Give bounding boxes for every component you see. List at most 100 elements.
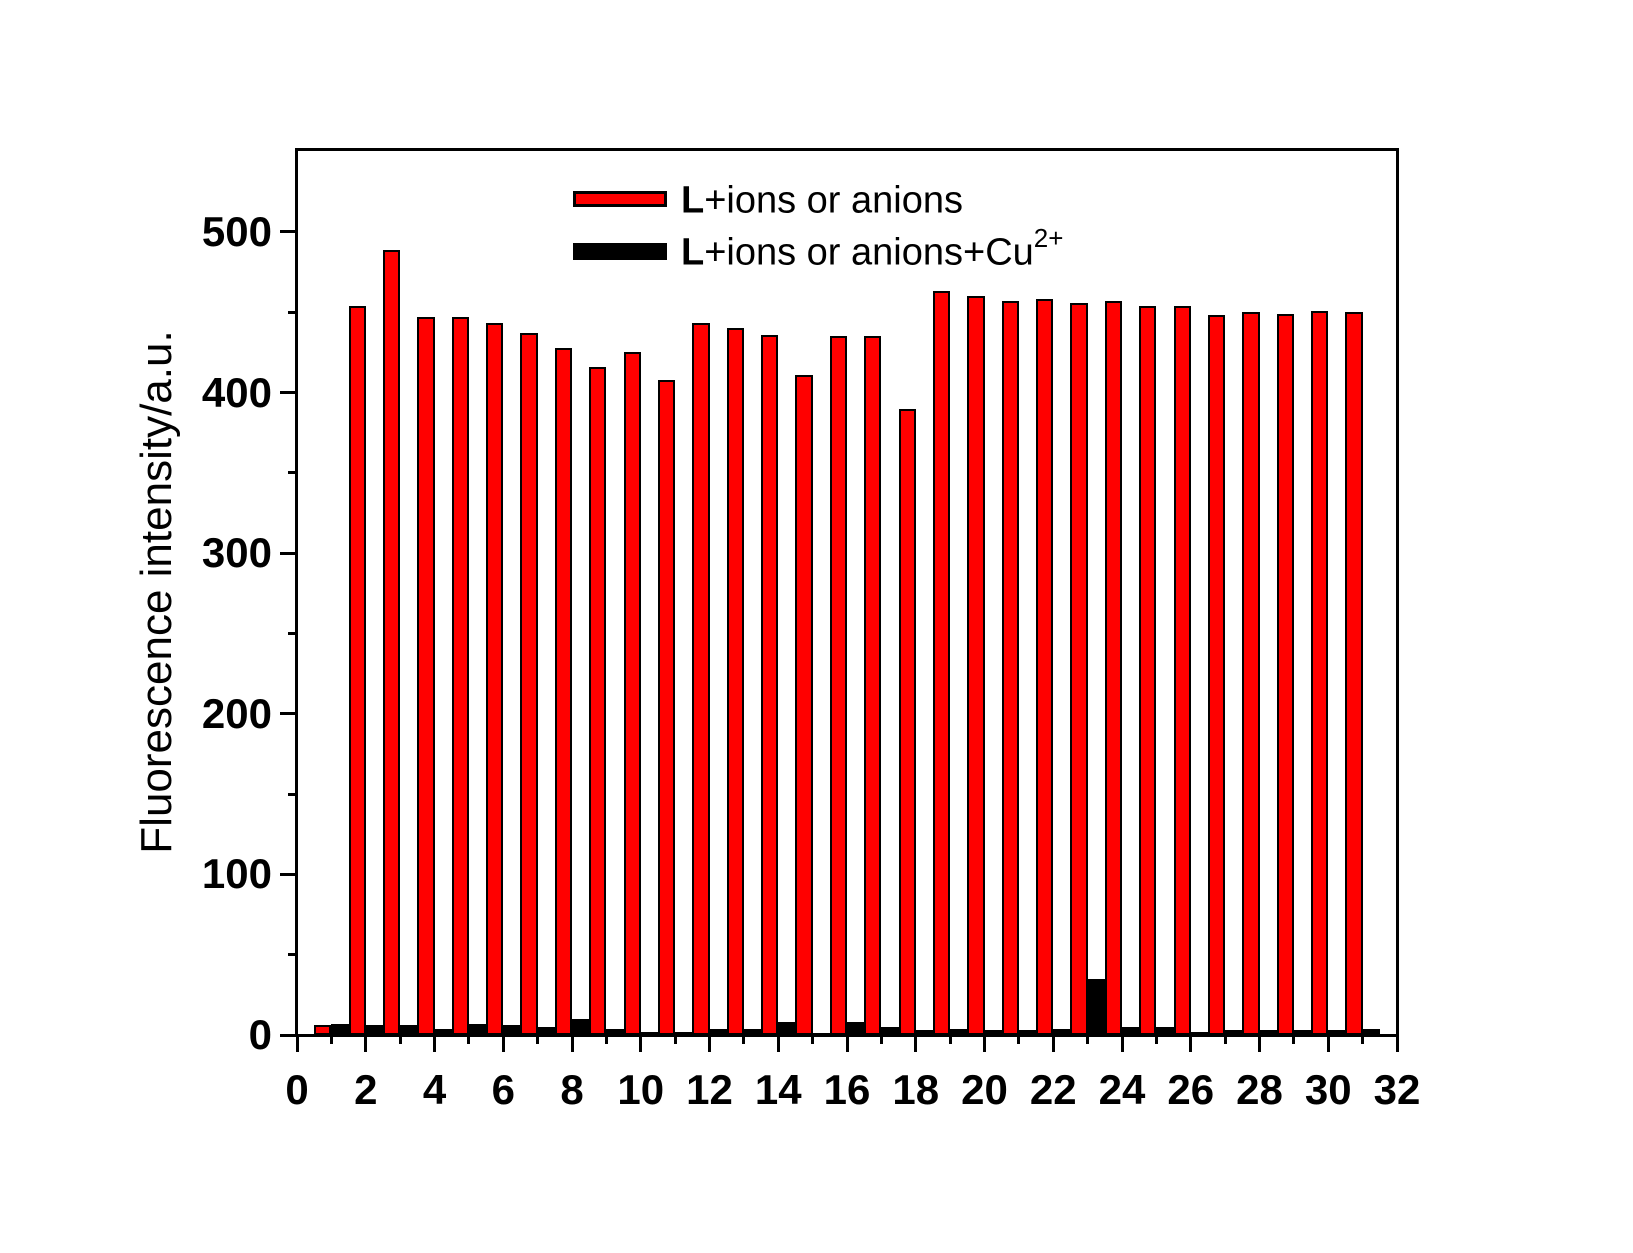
x-tick-10	[639, 1035, 643, 1052]
red-bar-12	[692, 323, 710, 1035]
legend-label-black: L+ions or anions+Cu2+	[681, 223, 1064, 274]
y-tick-100	[280, 872, 297, 876]
x-minor-tick-15	[811, 1035, 815, 1044]
legend-label-red: L+ions or anions	[681, 179, 964, 222]
black-bar-12	[709, 1028, 727, 1035]
y-tick-label-100: 100	[201, 850, 272, 898]
black-bar-6	[503, 1025, 521, 1035]
red-bar-2	[348, 305, 366, 1035]
black-bar-13	[743, 1028, 762, 1035]
black-bar-31	[1362, 1028, 1380, 1035]
y-tick-label-300: 300	[201, 529, 272, 577]
x-tick-32	[1395, 1035, 1399, 1052]
red-bar-27	[1207, 315, 1226, 1035]
x-tick-label-4: 4	[422, 1066, 447, 1113]
x-tick-label-12: 12	[686, 1066, 733, 1113]
black-bar-10	[640, 1031, 658, 1035]
legend: L+ions or anions L+ions or anions+Cu2+	[573, 173, 1063, 277]
black-bar-1	[331, 1023, 349, 1035]
red-bar-30	[1311, 310, 1329, 1035]
x-tick-16	[845, 1035, 849, 1052]
black-bar-7	[537, 1026, 555, 1035]
x-tick-label-32: 32	[1373, 1066, 1421, 1113]
x-minor-tick-23	[1086, 1035, 1090, 1044]
black-bar-2	[365, 1025, 383, 1035]
x-tick-label-0: 0	[285, 1066, 309, 1113]
y-tick-200	[280, 712, 297, 716]
y-tick-300	[280, 551, 297, 555]
black-bar-22	[1053, 1028, 1071, 1035]
black-bar-15	[812, 1033, 830, 1036]
x-minor-tick-3	[398, 1035, 402, 1044]
x-tick-label-6: 6	[491, 1066, 515, 1113]
black-bar-3	[400, 1025, 418, 1035]
x-tick-28	[1258, 1035, 1261, 1052]
x-minor-tick-29	[1292, 1035, 1296, 1044]
black-bar-19	[950, 1028, 968, 1035]
red-bar-29	[1276, 313, 1294, 1035]
x-minor-tick-19	[948, 1035, 952, 1044]
x-tick-label-22: 22	[1029, 1066, 1077, 1113]
red-bar-19	[932, 291, 951, 1035]
x-minor-tick-17	[879, 1035, 883, 1044]
x-minor-tick-21	[1017, 1035, 1021, 1044]
black-bar-29	[1293, 1030, 1312, 1035]
y-tick-400	[280, 391, 297, 395]
y-minor-tick-250	[288, 631, 297, 635]
y-tick-label-200: 200	[201, 689, 272, 737]
x-tick-2	[364, 1035, 368, 1052]
x-tick-26	[1189, 1035, 1193, 1052]
x-minor-tick-1	[329, 1035, 333, 1044]
x-tick-label-18: 18	[892, 1066, 940, 1113]
red-bar-15	[795, 374, 813, 1035]
black-bar-5	[468, 1023, 487, 1035]
x-tick-0	[295, 1035, 299, 1052]
x-tick-20	[983, 1035, 986, 1052]
x-tick-30	[1326, 1035, 1330, 1052]
x-tick-label-24: 24	[1098, 1066, 1146, 1113]
x-tick-label-10: 10	[617, 1066, 665, 1113]
y-minor-tick-150	[288, 792, 297, 796]
y-minor-tick-50	[288, 953, 297, 957]
x-minor-tick-9	[604, 1035, 608, 1044]
black-bar-28	[1259, 1030, 1277, 1035]
x-minor-tick-7	[536, 1035, 540, 1044]
legend-item-black: L+ions or anions+Cu2+	[573, 223, 1064, 277]
red-bar-14	[761, 334, 779, 1035]
x-tick-6	[501, 1035, 505, 1052]
y-tick-label-500: 500	[201, 207, 272, 255]
x-tick-label-28: 28	[1236, 1066, 1283, 1113]
black-bar-23	[1087, 978, 1105, 1035]
red-bar-18	[898, 408, 916, 1035]
x-tick-label-2: 2	[354, 1066, 378, 1113]
red-bar-31	[1345, 312, 1363, 1035]
x-tick-18	[914, 1035, 918, 1052]
red-bar-10	[623, 352, 641, 1035]
black-bar-26	[1190, 1031, 1208, 1035]
y-minor-tick-450	[288, 310, 297, 314]
x-tick-12	[708, 1035, 711, 1052]
x-tick-label-30: 30	[1304, 1066, 1352, 1113]
black-bar-27	[1225, 1030, 1243, 1035]
red-bar-22	[1036, 299, 1054, 1035]
black-bar-30	[1328, 1030, 1346, 1035]
red-bar-26	[1173, 305, 1191, 1035]
black-bar-24	[1122, 1026, 1140, 1035]
black-bar-14	[778, 1022, 796, 1035]
red-bar-11	[657, 379, 676, 1035]
black-bar-8	[572, 1018, 590, 1035]
x-tick-label-14: 14	[754, 1066, 802, 1113]
x-tick-24	[1120, 1035, 1124, 1052]
x-minor-tick-11	[673, 1035, 677, 1044]
legend-swatch-black	[573, 242, 667, 260]
x-tick-label-8: 8	[560, 1066, 584, 1113]
red-bar-6	[486, 323, 504, 1035]
red-bar-4	[417, 317, 435, 1035]
red-bar-24	[1104, 300, 1122, 1035]
x-minor-tick-27	[1223, 1035, 1227, 1044]
red-bar-17	[864, 336, 882, 1035]
x-minor-tick-5	[467, 1035, 471, 1044]
y-minor-tick-350	[288, 471, 297, 475]
x-tick-label-16: 16	[823, 1066, 871, 1113]
